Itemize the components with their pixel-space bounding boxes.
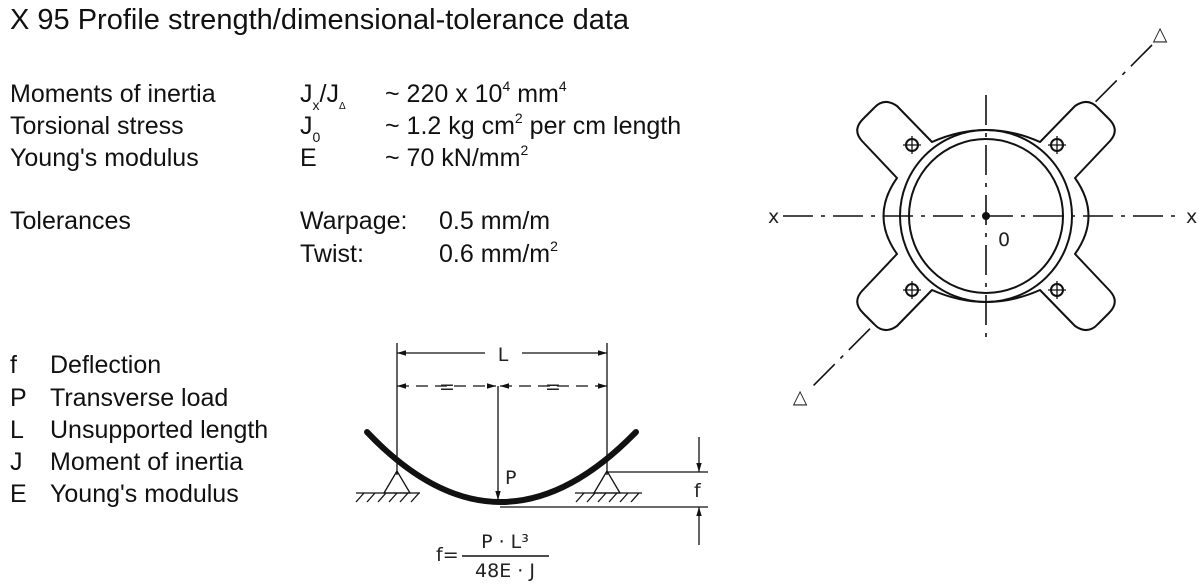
origin-label: 0 xyxy=(998,229,1010,251)
legend-text-deflection: Deflection xyxy=(50,351,162,379)
profile-cross-section: △ △ 0 x x xyxy=(768,23,1197,408)
legend-symbol-p: P xyxy=(10,384,27,412)
formula-lhs: f= xyxy=(436,544,459,566)
legend-text-load: Transverse load xyxy=(50,384,229,412)
formula-denominator: 48E · J xyxy=(475,560,535,582)
legend-text-length: Unsupported length xyxy=(50,416,269,444)
property-value-torsion: ~ 1.2 kg cm2 per cm length xyxy=(385,110,682,140)
deflection-label: f xyxy=(694,480,702,502)
legend-symbol-e: E xyxy=(10,480,27,508)
twist-value: 0.6 mm/m2 xyxy=(439,238,558,268)
page-title: X 95 Profile strength/dimensional-tolera… xyxy=(10,4,630,36)
equal-label-left: = xyxy=(439,376,455,398)
warpage-value: 0.5 mm/m xyxy=(439,207,551,235)
axis-x-left-label: x xyxy=(768,206,779,228)
legend-symbol-l: L xyxy=(10,416,24,444)
property-value-inertia: ~ 220 x 104 mm4 xyxy=(385,78,567,108)
property-label-torsion: Torsional stress xyxy=(10,112,184,140)
warpage-label: Warpage: xyxy=(300,207,408,235)
mounting-hole xyxy=(903,136,921,154)
load-label: P xyxy=(505,467,516,489)
legend-symbol-f: f xyxy=(10,351,17,379)
section-marker-top: △ xyxy=(1153,23,1168,45)
deflected-beam xyxy=(364,429,639,505)
property-value-modulus: ~ 70 kN/mm2 xyxy=(385,142,529,172)
axis-x-right-label: x xyxy=(1186,206,1197,228)
property-symbol-inertia: Jx/JΔ xyxy=(300,80,346,113)
legend-text-modulus: Young's modulus xyxy=(50,480,239,508)
property-label-modulus: Young's modulus xyxy=(10,144,199,172)
formula-numerator: P · L³ xyxy=(481,531,529,553)
equal-label-right: = xyxy=(545,376,561,398)
tolerances-label: Tolerances xyxy=(10,207,131,235)
mounting-hole xyxy=(1048,136,1066,154)
beam-diagram: L = = P xyxy=(355,343,708,582)
legend-text-inertia: Moment of inertia xyxy=(50,448,244,476)
property-label-inertia: Moments of inertia xyxy=(10,80,216,108)
property-symbol-modulus: E xyxy=(300,144,317,172)
support-right xyxy=(575,469,642,503)
mounting-hole xyxy=(903,281,921,299)
section-marker-bottom: △ xyxy=(793,386,808,408)
legend-symbol-j: J xyxy=(10,448,23,476)
property-symbol-torsion: J0 xyxy=(300,112,321,145)
support-left xyxy=(355,469,420,503)
origin-point xyxy=(982,212,990,220)
twist-label: Twist: xyxy=(300,240,364,268)
mounting-hole xyxy=(1048,281,1066,299)
length-label: L xyxy=(498,344,509,366)
